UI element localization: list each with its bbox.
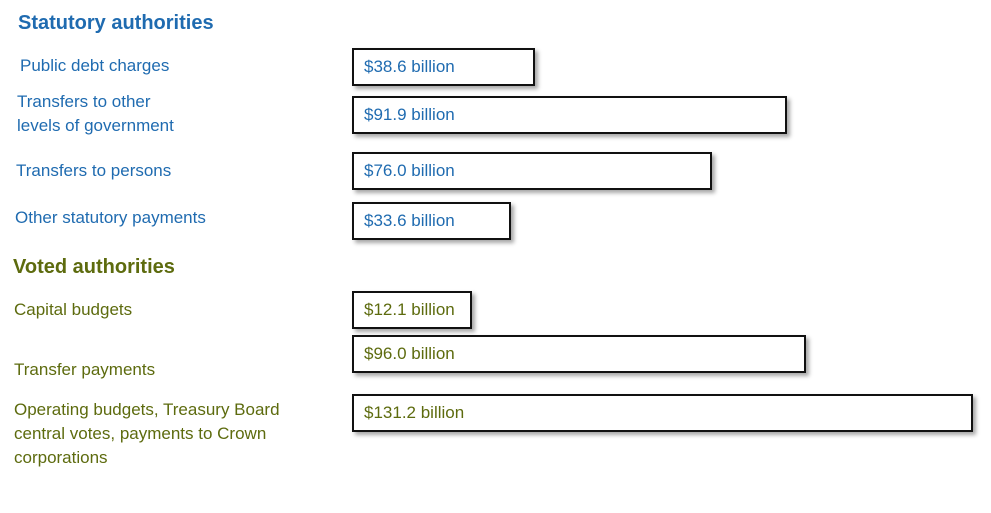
category-label: Capital budgets [14, 300, 133, 319]
category-label: Other statutory payments [15, 208, 206, 227]
value-bar: $38.6 billion [352, 48, 535, 86]
group-heading-statutory: Statutory authorities [18, 12, 214, 34]
value-bar: $12.1 billion [352, 291, 472, 329]
bar-value-label: $96.0 billion [364, 344, 455, 363]
bar-value-label: $33.6 billion [364, 211, 455, 230]
value-bar: $91.9 billion [352, 96, 787, 134]
bar-value-label: $131.2 billion [364, 403, 465, 422]
category-label: Public debt charges [20, 56, 170, 75]
category-label: Transfer payments [14, 360, 156, 379]
bar-value-label: $12.1 billion [364, 300, 455, 319]
group-heading-voted: Voted authorities [13, 256, 175, 278]
value-bar: $96.0 billion [352, 335, 806, 373]
value-bar: $131.2 billion [352, 394, 973, 432]
bar-value-label: $76.0 billion [364, 161, 455, 180]
bar-value-label: $91.9 billion [364, 105, 455, 124]
value-bar: $33.6 billion [352, 202, 511, 240]
category-label: Transfers to other levels of government [17, 92, 174, 135]
bar-value-label: $38.6 billion [364, 57, 455, 76]
category-label: Transfers to persons [16, 161, 172, 180]
category-label: Operating budgets, Treasury Board centra… [14, 400, 280, 467]
value-bar: $76.0 billion [352, 152, 712, 190]
